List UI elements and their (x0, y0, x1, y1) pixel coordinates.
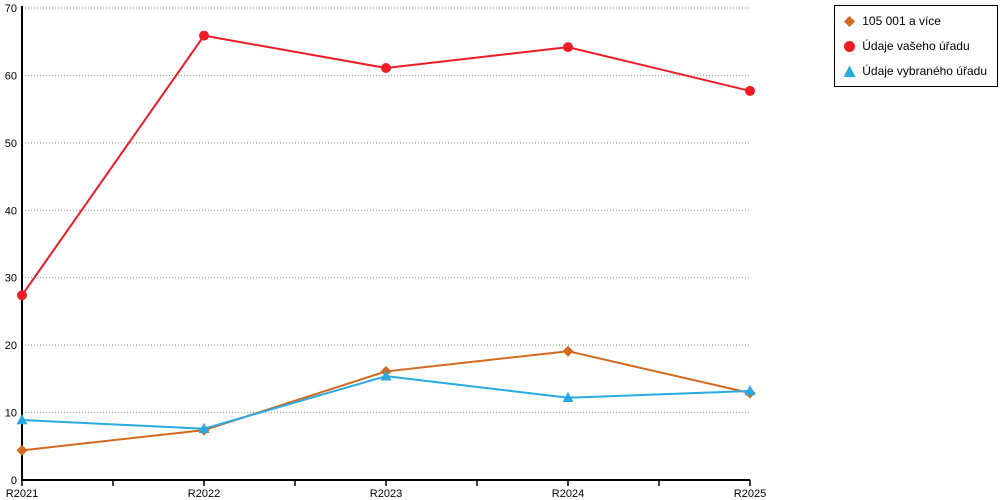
y-tick-label: 70 (5, 3, 17, 15)
series-line-2 (21, 375, 751, 430)
legend-label: Údaje vybraného úřadu (862, 64, 987, 78)
x-tick-label: R2022 (188, 488, 220, 500)
y-tick-label: 10 (5, 408, 17, 420)
data-point (198, 422, 210, 434)
x-tick-label: R2025 (734, 488, 766, 500)
data-point (745, 85, 755, 96)
diamond-marker-icon (844, 15, 856, 27)
legend-label: 105 001 a více (862, 14, 941, 28)
data-point (563, 42, 573, 53)
data-point (380, 370, 392, 381)
triangle-marker-icon (843, 65, 856, 77)
y-tick-label: 0 (11, 475, 17, 487)
legend-item: Údaje vašeho úřadu (843, 39, 987, 53)
x-tick-label: R2023 (370, 488, 402, 500)
y-tick-label: 30 (5, 273, 17, 285)
legend-item: 105 001 a více (843, 14, 987, 28)
x-tick-label: R2024 (552, 488, 584, 500)
data-point (199, 30, 209, 41)
data-point (562, 391, 574, 403)
data-point (17, 290, 27, 301)
chart-legend: 105 001 a více Údaje vašeho úřadu Údaje … (834, 5, 998, 87)
data-point (16, 413, 28, 425)
y-tick-label: 20 (5, 340, 17, 352)
series-line-1 (21, 34, 751, 296)
circle-marker-icon (844, 40, 856, 52)
data-point (381, 63, 391, 74)
x-tick-label: R2021 (6, 488, 38, 500)
data-point (16, 444, 28, 456)
legend-item: Údaje vybraného úřadu (843, 64, 987, 78)
data-point (744, 384, 756, 396)
y-tick-label: 60 (5, 70, 17, 82)
y-tick-label: 50 (5, 138, 17, 150)
data-point (562, 345, 574, 357)
y-tick-label: 40 (5, 205, 17, 217)
legend-label: Údaje vašeho úřadu (862, 39, 970, 53)
